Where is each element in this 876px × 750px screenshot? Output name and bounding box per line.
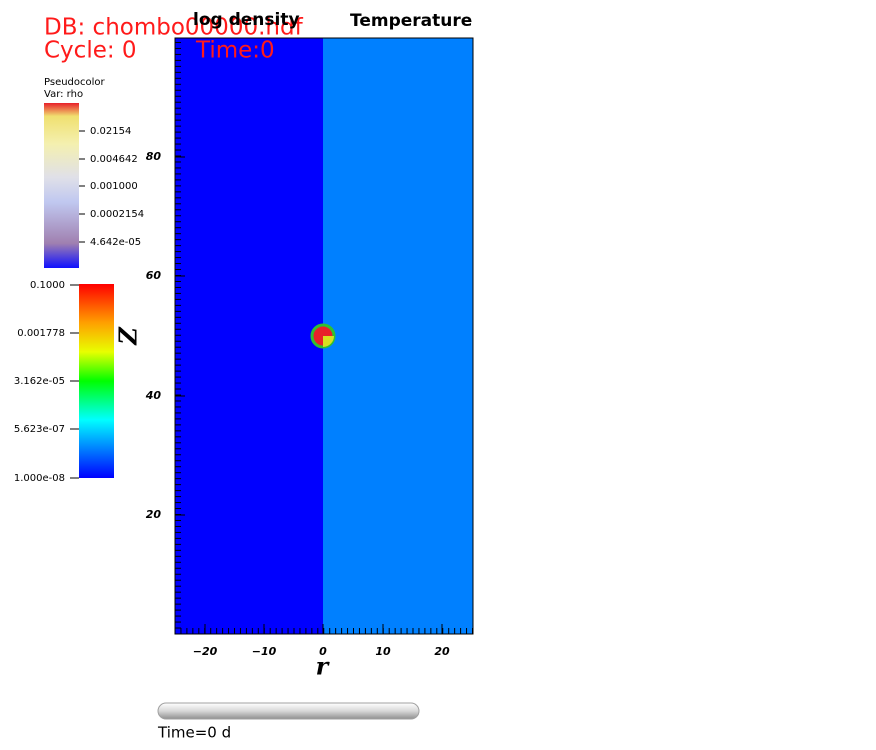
plot-title: Temperature [350, 11, 472, 31]
y-tick-label: 40 [145, 389, 162, 402]
legend-label: 0.02154 [90, 126, 131, 137]
time-slider[interactable] [157, 702, 420, 720]
legend-label: 1.000e-08 [14, 473, 65, 484]
legend-var: Var: rho [44, 89, 83, 100]
legend-label: 0.0002154 [90, 209, 144, 220]
blob-quadrant [323, 336, 334, 347]
db-label: DB: chombo00000.hdf [44, 15, 304, 41]
y-axis-label: Z [114, 326, 143, 346]
temperature-field [323, 38, 473, 634]
x-tick-label: 20 [434, 645, 450, 658]
legend-label: 4.642e-05 [90, 237, 141, 248]
y-tick-label: 60 [146, 269, 162, 282]
time-label: Time:0 [195, 38, 275, 64]
legend-label: 0.004642 [90, 154, 138, 165]
colorbar [44, 103, 79, 268]
legend-label: 0.1000 [30, 280, 65, 291]
legend-label: 3.162e-05 [14, 376, 65, 387]
plot-title: log density [193, 10, 300, 30]
axis-ticks [174, 41, 473, 635]
x-tick-label: 0 [319, 645, 327, 658]
colorbar [79, 284, 114, 478]
x-tick-label: −20 [193, 645, 218, 658]
density-field [175, 38, 323, 634]
legend-title: Pseudocolor [44, 77, 106, 88]
time-slider-label: Time=0 d [157, 724, 231, 742]
y-tick-label: 20 [146, 508, 162, 521]
x-tick-label: −10 [252, 645, 277, 658]
cycle-label: Cycle: 0 [44, 38, 137, 64]
y-tick-label: 80 [146, 150, 162, 163]
legend-label: 5.623e-07 [14, 424, 65, 435]
legend-label: 0.001000 [90, 181, 138, 192]
legend-label: 0.001778 [17, 328, 65, 339]
legend-labels: 0.02154 0.004642 0.001000 0.0002154 4.642e-0… [79, 126, 144, 248]
x-axis-label: r [316, 652, 331, 681]
axis-labels: −20 −10 0 10 20 80 60 40 20 [145, 150, 450, 658]
legend-labels: 0.1000 0.001778 3.162e-05 5.623e-07 1.000e-0… [14, 280, 79, 484]
x-tick-label: 10 [375, 645, 391, 658]
